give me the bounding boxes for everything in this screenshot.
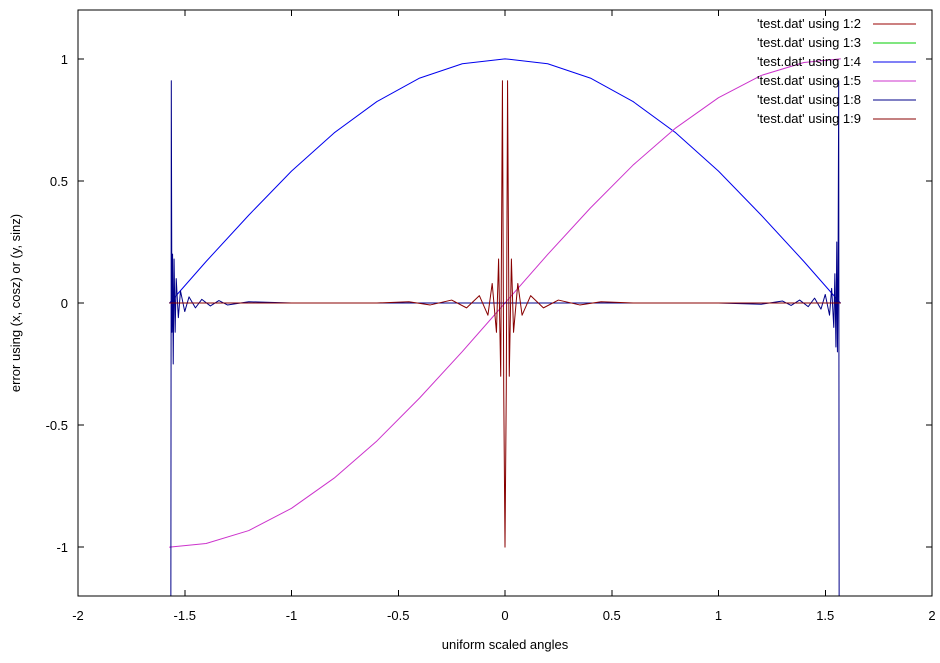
series-layer bbox=[169, 58, 841, 596]
legend-label: 'test.dat' using 1:5 bbox=[757, 73, 861, 88]
x-tick-label: 2 bbox=[928, 608, 935, 623]
x-tick-label: 1 bbox=[715, 608, 722, 623]
x-axis-label: uniform scaled angles bbox=[442, 637, 569, 652]
legend-label: 'test.dat' using 1:2 bbox=[757, 16, 861, 31]
x-tick-label: -1.5 bbox=[174, 608, 196, 623]
x-tick-label: 1.5 bbox=[816, 608, 834, 623]
x-tick-label: 0 bbox=[501, 608, 508, 623]
legend-label: 'test.dat' using 1:4 bbox=[757, 54, 861, 69]
legend-label: 'test.dat' using 1:8 bbox=[757, 92, 861, 107]
x-tick-label: -1 bbox=[286, 608, 298, 623]
y-axis-label: error using (x, cosz) or (y, sinz) bbox=[8, 214, 23, 392]
legend: 'test.dat' using 1:2 'test.dat' using 1:3… bbox=[757, 16, 916, 126]
x-tick-label: -2 bbox=[72, 608, 84, 623]
y-tick-label: 1 bbox=[61, 52, 68, 67]
series-line-5 bbox=[170, 80, 840, 596]
x-tick-label: -0.5 bbox=[387, 608, 409, 623]
series-line-3 bbox=[169, 58, 841, 304]
y-tick-label: -0.5 bbox=[46, 418, 68, 433]
y-tick-label: 0 bbox=[61, 296, 68, 311]
ticks-layer: -2 -1.5 -1 -0.5 0 0.5 1 1.5 2 -1 -0.5 0 0.5 1 bbox=[46, 10, 936, 623]
legend-label: 'test.dat' using 1:3 bbox=[757, 35, 861, 50]
y-tick-label: 0.5 bbox=[50, 174, 68, 189]
plot-frame bbox=[77, 9, 933, 597]
legend-label: 'test.dat' using 1:9 bbox=[757, 111, 861, 126]
x-tick-label: 0.5 bbox=[603, 608, 621, 623]
series-line-6 bbox=[169, 80, 841, 548]
y-tick-label: -1 bbox=[56, 540, 68, 555]
